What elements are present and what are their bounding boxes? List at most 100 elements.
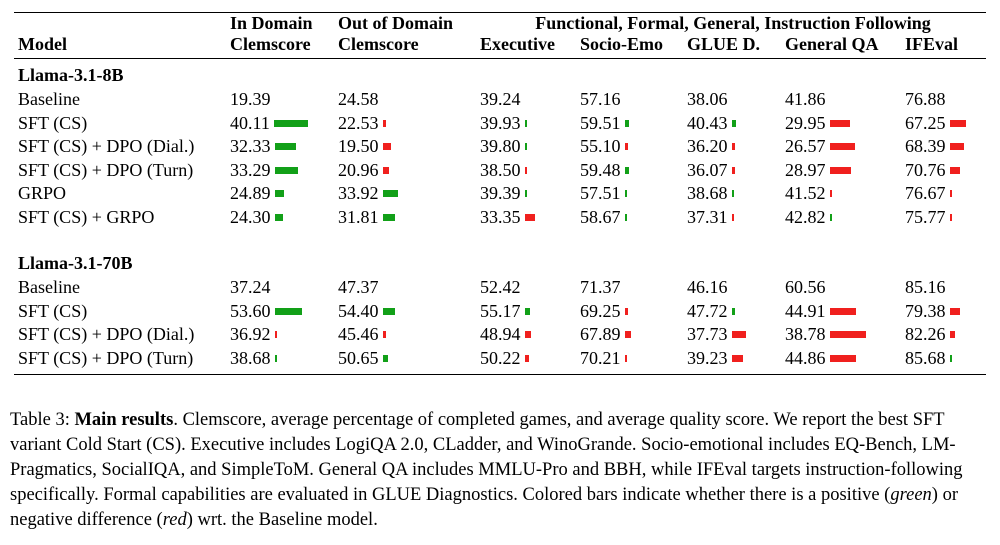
score-cell: 75.77 (905, 206, 986, 230)
score-cell: 28.97 (785, 159, 905, 183)
negative-diff-bar (624, 307, 628, 315)
score-cell: 71.37 (580, 276, 687, 300)
score-value: 68.39 (905, 136, 946, 156)
negative-diff-bar (829, 331, 866, 339)
group-header-capabilities: Functional, Formal, General, Instruction… (535, 13, 931, 33)
table-row: Baseline 19.39 24.58 39.24 57.16 38.06 41.86 76… (14, 88, 986, 112)
score-value: 39.23 (687, 347, 728, 368)
positive-diff-bar (624, 166, 629, 174)
negative-diff-bar (524, 331, 531, 339)
score-cell: 37.24 (230, 276, 338, 300)
score-cell: 67.89 (580, 323, 687, 347)
score-value: 38.68 (687, 183, 728, 203)
score-cell: 19.50 (338, 135, 480, 159)
positive-diff-bar (382, 190, 398, 198)
score-value: 52.42 (480, 277, 521, 297)
score-cell: 60.56 (785, 276, 905, 300)
score-cell: 59.48 (580, 159, 687, 183)
score-value: 24.58 (338, 89, 379, 109)
positive-diff-bar (524, 190, 527, 198)
score-value: 37.24 (230, 277, 271, 297)
score-value: 44.91 (785, 300, 826, 321)
score-value: 39.93 (480, 112, 521, 133)
group-header-row: In Domain Out of Domain Functional, Form… (14, 12, 987, 35)
score-value: 48.94 (480, 324, 521, 344)
positive-diff-bar (949, 354, 952, 362)
positive-diff-bar (624, 213, 627, 221)
score-value: 40.11 (230, 112, 270, 133)
score-value: 33.35 (480, 206, 521, 227)
score-cell: 76.88 (905, 88, 986, 112)
score-cell: 39.23 (687, 347, 785, 371)
model-name-cell: SFT (CS) + DPO (Turn) (18, 159, 194, 180)
positive-diff-bar (382, 307, 395, 315)
score-cell: 50.22 (480, 347, 580, 371)
score-cell: 54.40 (338, 300, 480, 324)
negative-diff-bar (382, 119, 386, 127)
score-value: 19.50 (338, 136, 379, 156)
score-cell: 33.29 (230, 159, 338, 183)
score-cell: 41.52 (785, 182, 905, 206)
section-header-row: Llama-3.1-70B (14, 247, 986, 276)
score-value: 75.77 (905, 206, 946, 227)
positive-diff-bar (274, 143, 296, 151)
score-cell: 79.38 (905, 300, 986, 324)
negative-diff-bar (829, 143, 855, 151)
score-value: 32.33 (230, 136, 271, 156)
column-header-general-qa: General QA (785, 34, 879, 54)
score-value: 67.25 (905, 112, 946, 133)
negative-diff-bar (829, 307, 856, 315)
score-cell: 36.07 (687, 159, 785, 183)
score-value: 57.16 (580, 89, 621, 109)
score-value: 39.24 (480, 89, 521, 109)
score-value: 31.81 (338, 206, 379, 227)
score-cell: 58.67 (580, 206, 687, 230)
score-cell: 52.42 (480, 276, 580, 300)
negative-diff-bar (829, 166, 851, 174)
score-value: 55.17 (480, 300, 521, 321)
score-value: 53.60 (230, 300, 271, 321)
positive-diff-bar (274, 190, 284, 198)
model-name-cell: SFT (CS) + GRPO (18, 206, 155, 227)
table-row: SFT (CS) + DPO (Turn) 38.68 50.65 50.22 70.2… (14, 347, 986, 371)
score-cell: 20.96 (338, 159, 480, 183)
score-value: 55.10 (580, 136, 621, 156)
positive-diff-bar (382, 354, 388, 362)
score-cell: 39.39 (480, 182, 580, 206)
score-value: 40.43 (687, 112, 728, 133)
score-cell: 44.91 (785, 300, 905, 324)
negative-diff-bar (624, 331, 631, 339)
model-name-cell: SFT (CS) (18, 300, 88, 321)
negative-diff-bar (949, 307, 960, 315)
score-value: 76.88 (905, 89, 946, 109)
score-cell: 39.93 (480, 112, 580, 136)
score-value: 19.39 (230, 89, 271, 109)
section-title: Llama-3.1-70B (18, 253, 133, 273)
section-gap-cell (14, 229, 986, 247)
positive-diff-bar (524, 307, 530, 315)
model-name-cell: SFT (CS) + DPO (Turn) (18, 347, 194, 368)
group-header-in-domain: In Domain (230, 13, 313, 33)
score-value: 76.67 (905, 183, 946, 203)
score-value: 58.67 (580, 206, 621, 227)
score-cell: 22.53 (338, 112, 480, 136)
score-value: 26.57 (785, 136, 826, 156)
score-cell: 55.10 (580, 135, 687, 159)
negative-diff-bar (382, 166, 389, 174)
positive-diff-bar (273, 119, 308, 127)
score-value: 39.80 (480, 136, 521, 156)
score-value: 47.72 (687, 300, 728, 321)
score-cell: 37.73 (687, 323, 785, 347)
score-value: 60.56 (785, 277, 826, 297)
score-cell: 40.11 (230, 112, 338, 136)
score-cell: 76.67 (905, 182, 986, 206)
score-value: 70.76 (905, 159, 946, 180)
score-value: 46.16 (687, 277, 728, 297)
score-value: 70.21 (580, 347, 621, 368)
score-value: 57.51 (580, 183, 621, 203)
score-value: 38.68 (230, 347, 271, 368)
score-value: 41.52 (785, 183, 826, 203)
score-cell: 29.95 (785, 112, 905, 136)
caption-text-1: . Clemscore, average percentage of compl… (10, 410, 963, 505)
score-value: 38.50 (480, 159, 521, 180)
